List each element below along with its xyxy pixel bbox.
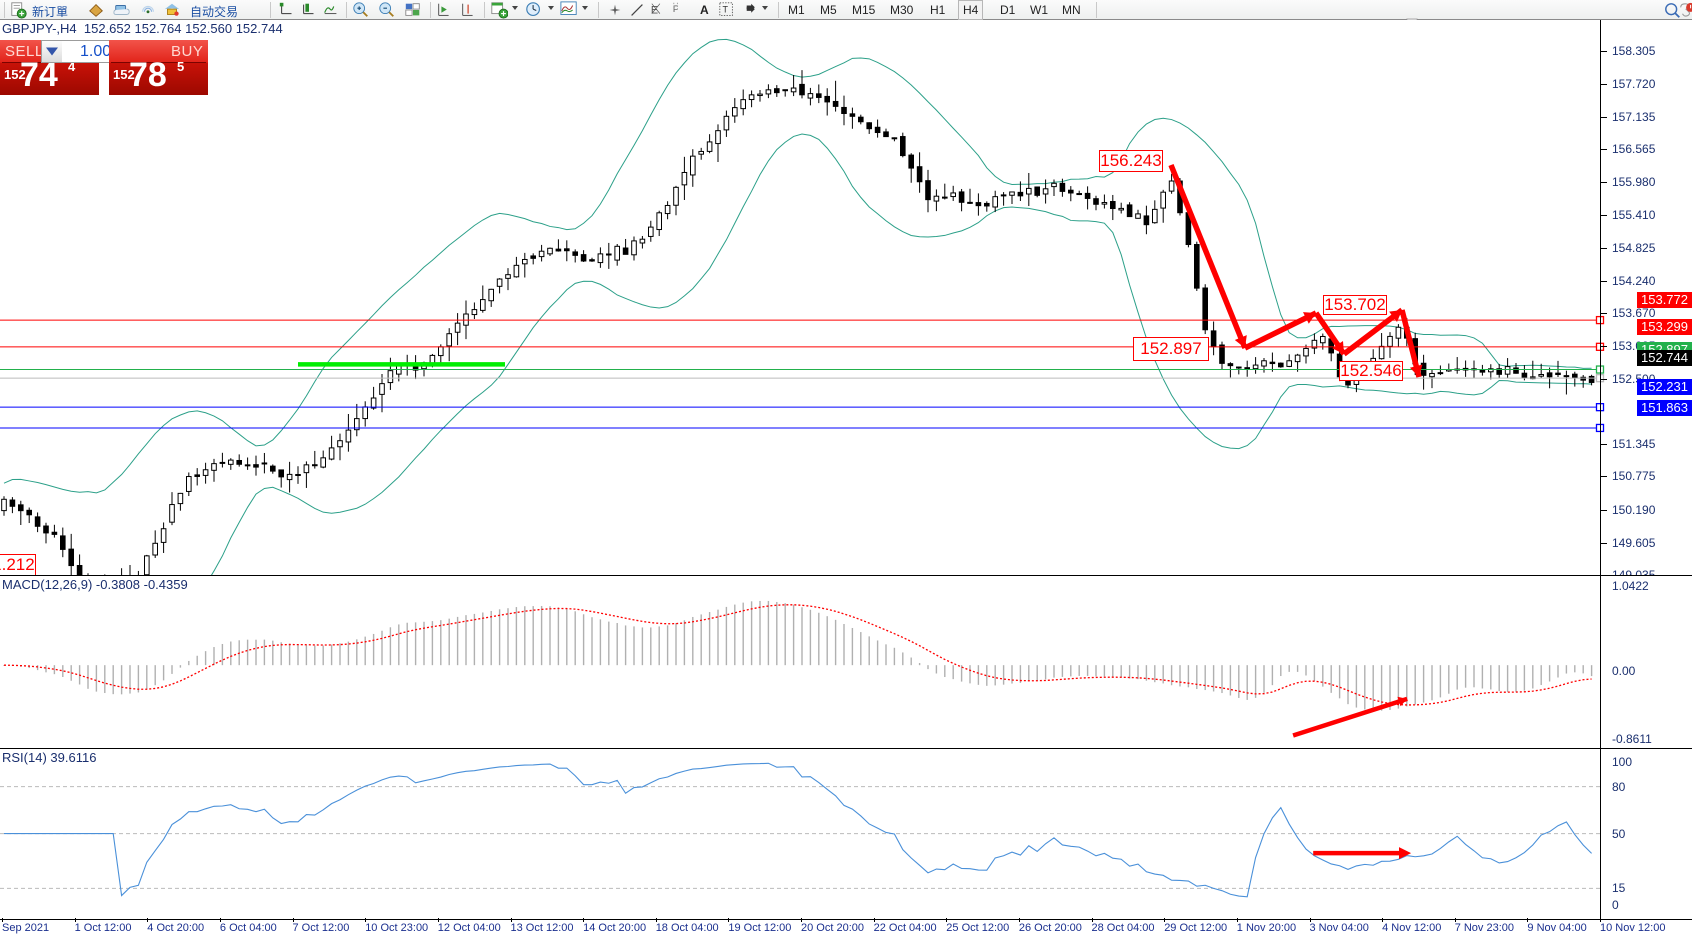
svg-text:T: T <box>723 5 729 15</box>
